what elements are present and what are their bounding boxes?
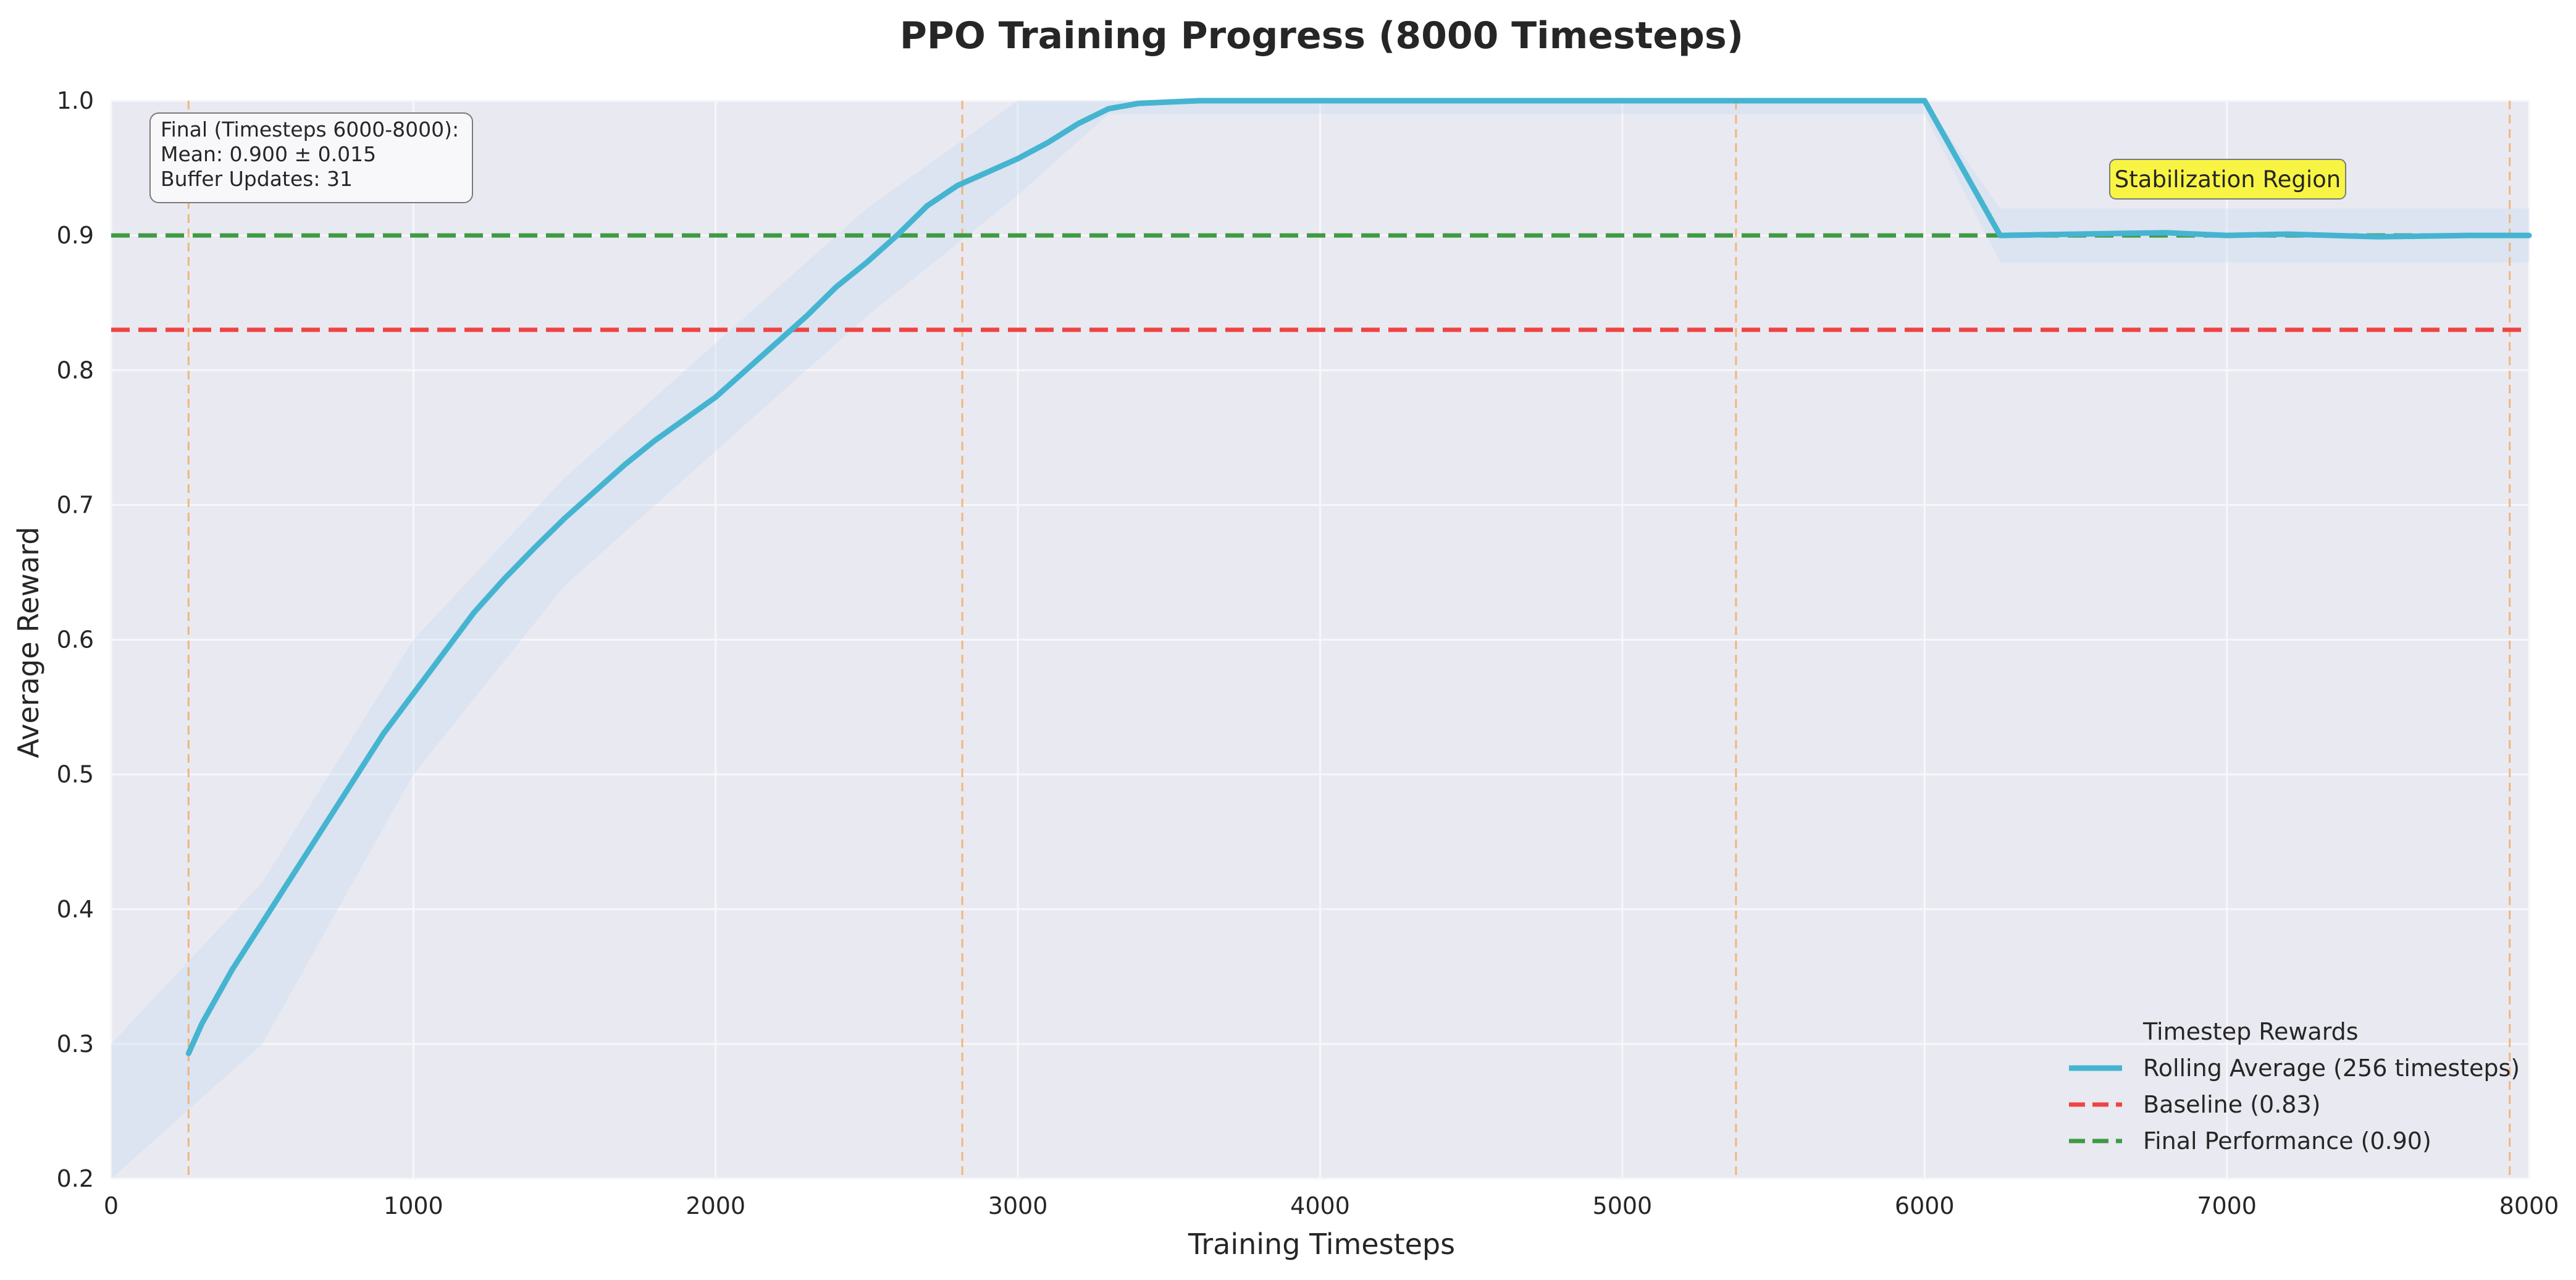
raw-rewards-band xyxy=(111,101,2529,1179)
legend-entry-final: Final Performance (0.90) xyxy=(2143,1127,2431,1155)
y-tick-label-8: 1.0 xyxy=(57,87,94,114)
y-tick-label-3: 0.5 xyxy=(57,761,94,788)
x-tick-label-4: 4000 xyxy=(1290,1192,1350,1219)
x-tick-label-5: 5000 xyxy=(1593,1192,1653,1219)
x-axis: 0 1000 2000 3000 4000 5000 6000 7000 8000 xyxy=(104,1192,2559,1219)
x-tick-label-6: 6000 xyxy=(1895,1192,1955,1219)
y-axis: 0.2 0.3 0.4 0.5 0.6 0.7 0.8 0.9 1.0 xyxy=(57,87,94,1192)
x-axis-label: Training Timesteps xyxy=(1188,1227,1455,1261)
stabilization-annotation-box xyxy=(2109,159,2346,200)
legend-title: Timestep Rewards xyxy=(2142,1018,2359,1045)
x-tick-label-0: 0 xyxy=(104,1192,119,1219)
plot-area xyxy=(110,98,2532,1180)
y-tick-label-2: 0.4 xyxy=(57,896,94,923)
stabilization-annotation: Stabilization Region xyxy=(2109,159,2346,200)
chart-title: PPO Training Progress (8000 Timesteps) xyxy=(900,14,1743,57)
y-tick-label-4: 0.6 xyxy=(57,626,94,654)
x-tick-label-2: 2000 xyxy=(686,1192,745,1219)
x-tick-label-3: 3000 xyxy=(988,1192,1048,1219)
x-tick-label-8: 8000 xyxy=(2499,1192,2559,1219)
rolling-average-line xyxy=(185,98,2532,1056)
y-tick-label-5: 0.7 xyxy=(57,491,94,518)
stats-box: Final (Timesteps 6000-8000): Mean: 0.900… xyxy=(149,112,473,203)
y-tick-label-6: 0.8 xyxy=(57,356,94,384)
stats-box-line-3: Buffer Updates: 31 xyxy=(161,167,353,191)
stats-box-line-1: Final (Timesteps 6000-8000): xyxy=(161,117,459,141)
legend-entry-baseline: Baseline (0.83) xyxy=(2143,1091,2320,1118)
x-tick-label-1: 1000 xyxy=(384,1192,443,1219)
y-tick-label-0: 0.2 xyxy=(57,1165,94,1192)
x-tick-label-7: 7000 xyxy=(2197,1192,2257,1219)
legend-entry-rolling: Rolling Average (256 timesteps) xyxy=(2143,1055,2520,1082)
stabilization-annotation-text: Stabilization Region xyxy=(2115,166,2341,193)
stats-box-frame xyxy=(149,112,473,203)
stats-box-line-2: Mean: 0.900 ± 0.015 xyxy=(161,142,376,166)
y-tick-label-7: 0.9 xyxy=(57,222,94,249)
y-axis-label: Average Reward xyxy=(12,527,45,759)
y-tick-label-1: 0.3 xyxy=(57,1030,94,1058)
legend: Timestep Rewards Rolling Average (256 ti… xyxy=(2069,1018,2520,1155)
